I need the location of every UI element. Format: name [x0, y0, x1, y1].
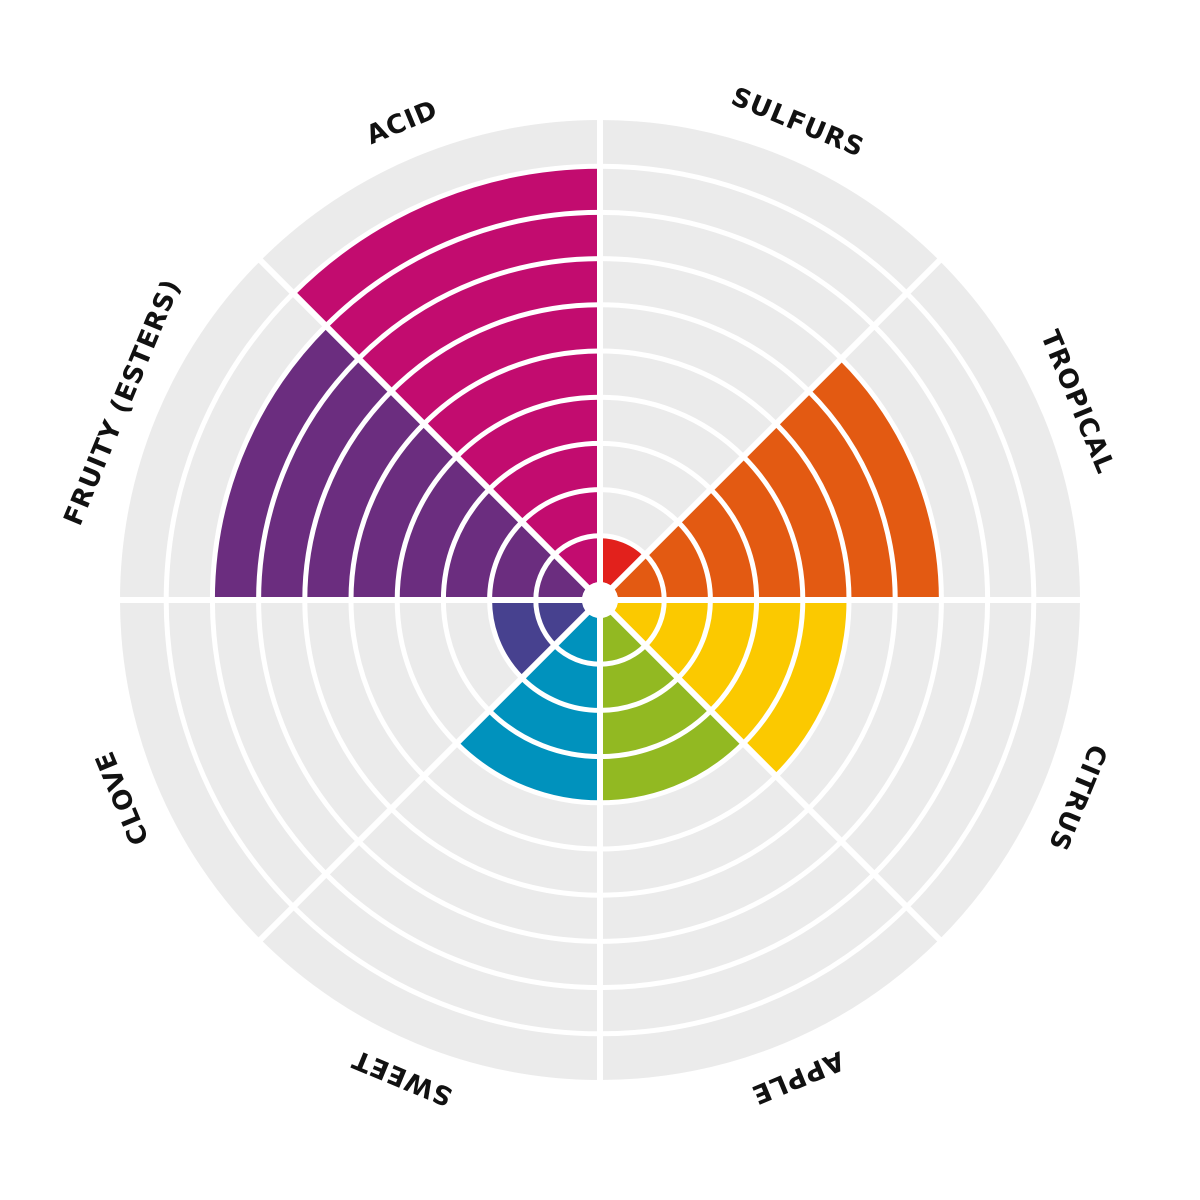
- segment-tropical-ring-1: [612, 554, 665, 600]
- segment-sulfurs-ring-10: [600, 120, 940, 294]
- segment-apple-ring-1: [600, 612, 646, 665]
- label-clove: CLOVE: [90, 746, 156, 849]
- segment-citrus-ring-5: [743, 600, 849, 777]
- segment-sulfurs-ring-3: [600, 443, 711, 522]
- segment-acid-ring-6: [391, 304, 600, 424]
- segment-sulfurs-ring-6: [600, 304, 809, 424]
- segment-citrus-ring-1: [612, 600, 665, 646]
- segment-acid-ring-7: [358, 258, 600, 392]
- segment-tropical-ring-7: [808, 358, 942, 600]
- segment-fruity-esters-ring-1: [535, 554, 588, 600]
- segment-tropical-ring-4: [710, 456, 803, 600]
- segment-clove-ring-10: [120, 600, 294, 940]
- segment-apple-ring-7: [600, 808, 842, 942]
- segment-clove-ring-1: [535, 600, 588, 646]
- segment-fruity-esters-ring-10: [120, 260, 294, 600]
- segment-apple-ring-10: [600, 906, 940, 1080]
- segment-citrus-ring-10: [906, 600, 1080, 940]
- segment-sulfurs-ring-5: [600, 351, 777, 457]
- segment-clove-ring-4: [397, 600, 490, 744]
- segment-sulfurs-ring-4: [600, 397, 744, 490]
- segment-acid-ring-4: [456, 397, 600, 490]
- segment-tropical-ring-10: [906, 260, 1080, 600]
- label-apple: APPLE: [747, 1045, 849, 1110]
- segment-clove-ring-5: [351, 600, 457, 777]
- segment-apple-ring-3: [600, 678, 711, 757]
- radial-separator-6: [257, 597, 603, 943]
- segment-fruity-esters-ring-6: [304, 391, 424, 600]
- segment-sweet-ring-5: [423, 743, 600, 849]
- segment-tropical-ring-3: [678, 489, 757, 600]
- segment-sweet-ring-1: [554, 612, 600, 665]
- segment-apple-ring-6: [600, 776, 809, 896]
- segment-acid-ring-3: [489, 443, 600, 522]
- segment-clove-ring-6: [304, 600, 424, 809]
- radial-separator-8: [257, 257, 603, 603]
- segment-citrus-ring-3: [678, 600, 757, 711]
- segment-acid-ring-10: [260, 120, 600, 294]
- segment-sulfurs-ring-1: [600, 535, 646, 588]
- segment-citrus-ring-4: [710, 600, 803, 744]
- segment-fruity-esters-ring-4: [397, 456, 490, 600]
- segment-sweet-ring-7: [358, 808, 600, 942]
- radial-separator-2: [597, 257, 943, 603]
- radial-separator-4: [597, 597, 943, 943]
- segment-fruity-esters-ring-7: [258, 358, 392, 600]
- segment-clove-ring-3: [443, 600, 522, 711]
- segment-apple-ring-5: [600, 743, 777, 849]
- segment-sweet-ring-6: [391, 776, 600, 896]
- segment-sweet-ring-4: [456, 710, 600, 803]
- label-acid: ACID: [362, 95, 442, 151]
- segment-acid-ring-1: [554, 535, 600, 588]
- segment-apple-ring-4: [600, 710, 744, 803]
- segment-fruity-esters-ring-3: [443, 489, 522, 600]
- segment-sweet-ring-3: [489, 678, 600, 757]
- chart-separators: [118, 118, 1082, 1082]
- segment-tropical-ring-5: [743, 423, 849, 600]
- segment-acid-ring-5: [423, 351, 600, 457]
- segment-clove-ring-7: [258, 600, 392, 842]
- segment-citrus-ring-6: [776, 600, 896, 809]
- segment-tropical-ring-6: [776, 391, 896, 600]
- label-sweet: SWEET: [348, 1043, 457, 1111]
- segment-citrus-ring-7: [808, 600, 942, 842]
- segment-sweet-ring-10: [260, 906, 600, 1080]
- segment-sulfurs-ring-7: [600, 258, 842, 392]
- segment-fruity-esters-ring-5: [351, 423, 457, 600]
